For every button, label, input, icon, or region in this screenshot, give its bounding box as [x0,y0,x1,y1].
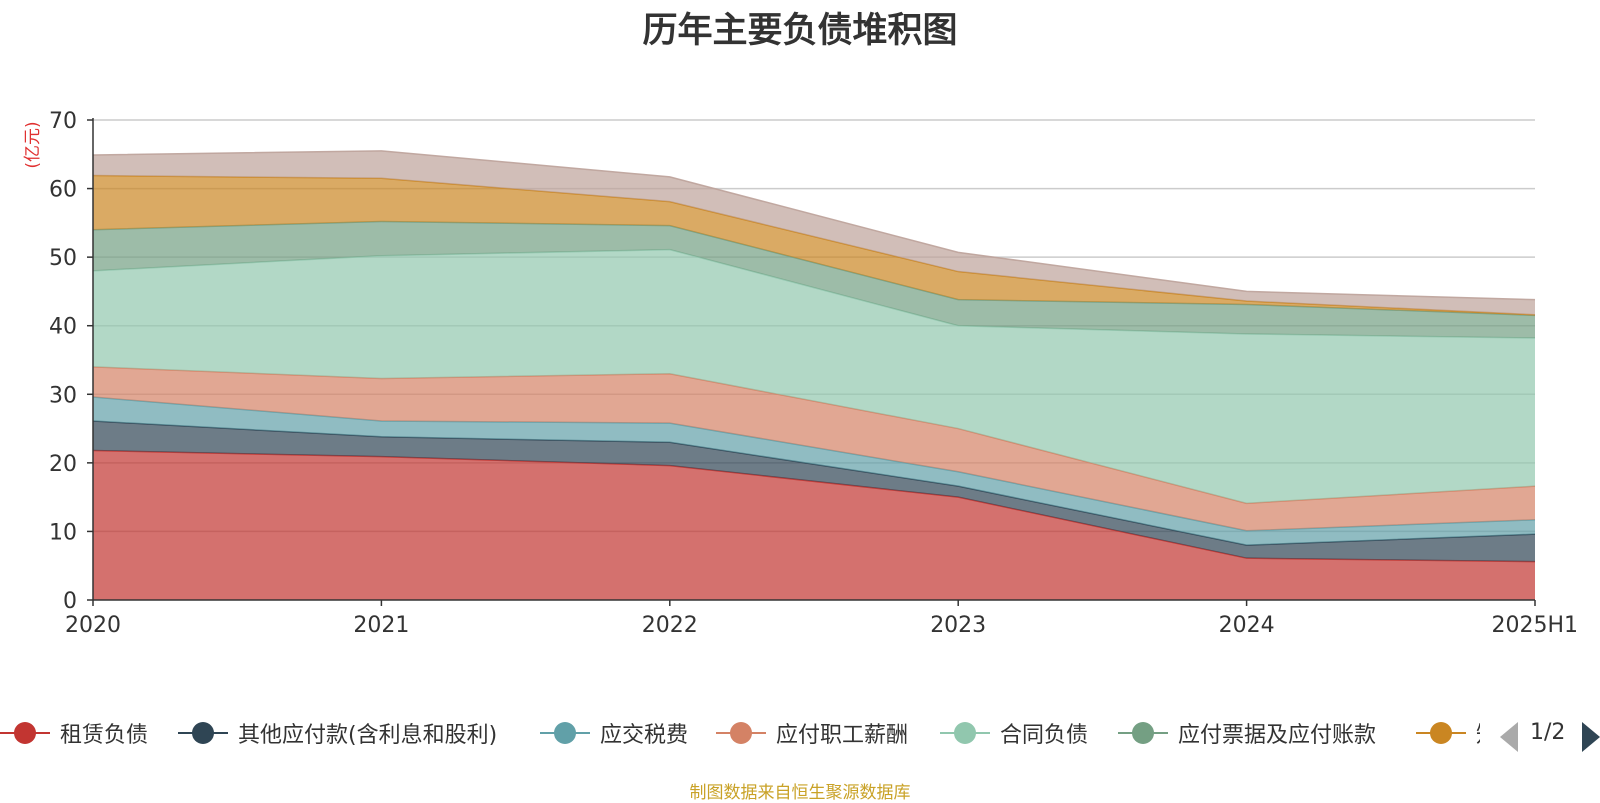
legend-label: 其他应付款(含利息和股利) [238,723,498,748]
x-tick-label: 2021 [353,613,409,638]
y-tick-label: 30 [49,383,77,408]
area-series-2 [93,421,1535,562]
x-tick-label: 2024 [1219,613,1275,638]
x-tick-label: 2020 [65,613,121,638]
y-tick-label: 10 [49,520,77,545]
legend-item[interactable]: 合同负债 [940,716,1088,750]
legend-item[interactable]: 应付职工薪酬 [716,716,908,750]
legend-item[interactable]: 其他应付款(含利息和股利) [178,716,497,750]
source-note: 制图数据来自恒生聚源数据库 [689,783,911,803]
legend-marker-icon [940,720,990,746]
y-tick-label: 70 [49,109,77,134]
area-series-4 [93,366,1535,531]
axes: 0 10 20 30 40 50 60 70 2020 2021 2022 2023 2024 2025H… [49,109,1578,638]
area-series-8 [93,150,1535,315]
series-line-7 [92,174,1536,316]
legend-item[interactable]: 应交税费 [540,716,688,750]
y-tick-label: 50 [49,246,77,271]
legend-marker-icon [1118,720,1168,746]
chart-title: 历年主要负债堆积图 [642,11,958,51]
area-series-7 [93,175,1535,316]
area-series-6 [93,221,1535,339]
y-axis-unit-label: (亿元) [23,121,43,168]
area-series-5 [93,249,1535,504]
legend-label: 应交税费 [600,723,689,748]
legend-label: 合同负债 [1000,723,1089,748]
legend-marker-icon [1416,720,1466,746]
y-tick-label: 60 [49,178,77,203]
y-tick-label: 0 [63,589,77,614]
legend-prev-page-icon[interactable] [1500,722,1518,752]
legend-label: 知 [1476,717,1480,749]
area-series-3 [93,397,1535,546]
legend-item[interactable]: 租赁负债 [0,716,148,750]
x-tick-label: 2025H1 [1491,613,1578,638]
legend-item[interactable]: 应付票据及应付账款 [1118,716,1376,750]
legend-label: 租赁负债 [60,723,149,748]
legend-label: 应付职工薪酬 [776,723,909,748]
legend-marker-icon [0,720,50,746]
x-tick-label: 2023 [930,613,986,638]
area-series-group [92,150,1536,600]
y-tick-label: 20 [49,452,77,477]
series-line-8 [92,150,1536,301]
legend-item[interactable]: 知 [1416,716,1480,750]
legend-pager: 1/2 [1500,718,1600,752]
legend-next-page-icon[interactable] [1582,722,1600,752]
x-tick-label: 2022 [642,613,698,638]
legend-label: 应付票据及应付账款 [1178,723,1377,748]
y-tick-label: 40 [49,315,77,340]
legend: 租赁负债 其他应付款(含利息和股利) 应交税费 应付职工薪酬 合同负债 应付票据及应付账款… [0,716,1480,756]
legend-marker-icon [540,720,590,746]
legend-page-indicator: 1/2 [1530,720,1566,745]
area-series-1 [93,450,1535,600]
legend-marker-icon [178,720,228,746]
legend-marker-icon [716,720,766,746]
